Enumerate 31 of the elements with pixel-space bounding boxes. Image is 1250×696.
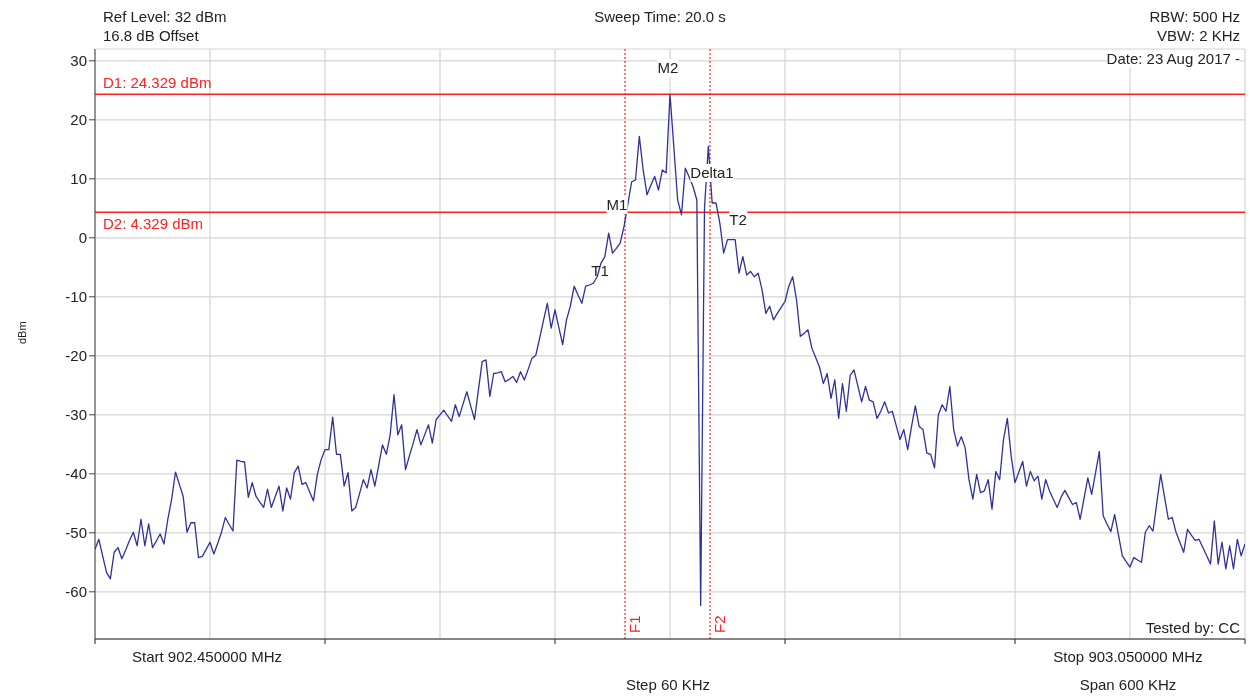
y-tick-label: -50	[65, 524, 87, 542]
text: VBW: 2 KHz	[1156, 27, 1240, 45]
text: Stop 903.050000 MHz	[1053, 648, 1203, 666]
y-tick-label: -40	[65, 465, 87, 483]
text: Ref Level: 32 dBm	[103, 8, 227, 26]
annotation: Date: 23 Aug 2017 -	[1106, 50, 1240, 68]
y-tick-label: 10	[70, 170, 87, 188]
y-axis-title: dBm	[15, 321, 28, 344]
annotation: Delta1	[690, 164, 734, 182]
y-tick-label: -10	[65, 288, 87, 306]
text: 16.8 dB Offset	[103, 27, 199, 45]
ref-line-label: D2: 4.329 dBm	[103, 215, 204, 233]
text: Span 600 KHz	[1079, 676, 1177, 694]
ref-line-label: D1: 24.329 dBm	[103, 74, 212, 92]
annotation: T2	[729, 211, 747, 229]
annotation: Tested by: CC	[1145, 619, 1240, 637]
line-series	[95, 93, 1245, 607]
y-tick-label: 30	[70, 52, 87, 70]
annotation: F2	[711, 615, 729, 633]
text: Sweep Time: 20.0 s	[594, 8, 726, 26]
annotation: M1	[606, 196, 628, 214]
text: Start 902.450000 MHz	[131, 648, 283, 666]
text: Step 60 KHz	[625, 676, 711, 694]
annotation: M2	[657, 59, 679, 77]
y-tick-label: -60	[65, 583, 87, 601]
y-tick-label: 0	[78, 229, 87, 247]
text: RBW: 500 Hz	[1149, 8, 1240, 26]
annotation: F1	[626, 615, 644, 633]
y-tick-label: -30	[65, 406, 87, 424]
y-tick-label: -20	[65, 347, 87, 365]
y-tick-label: 20	[70, 111, 87, 129]
